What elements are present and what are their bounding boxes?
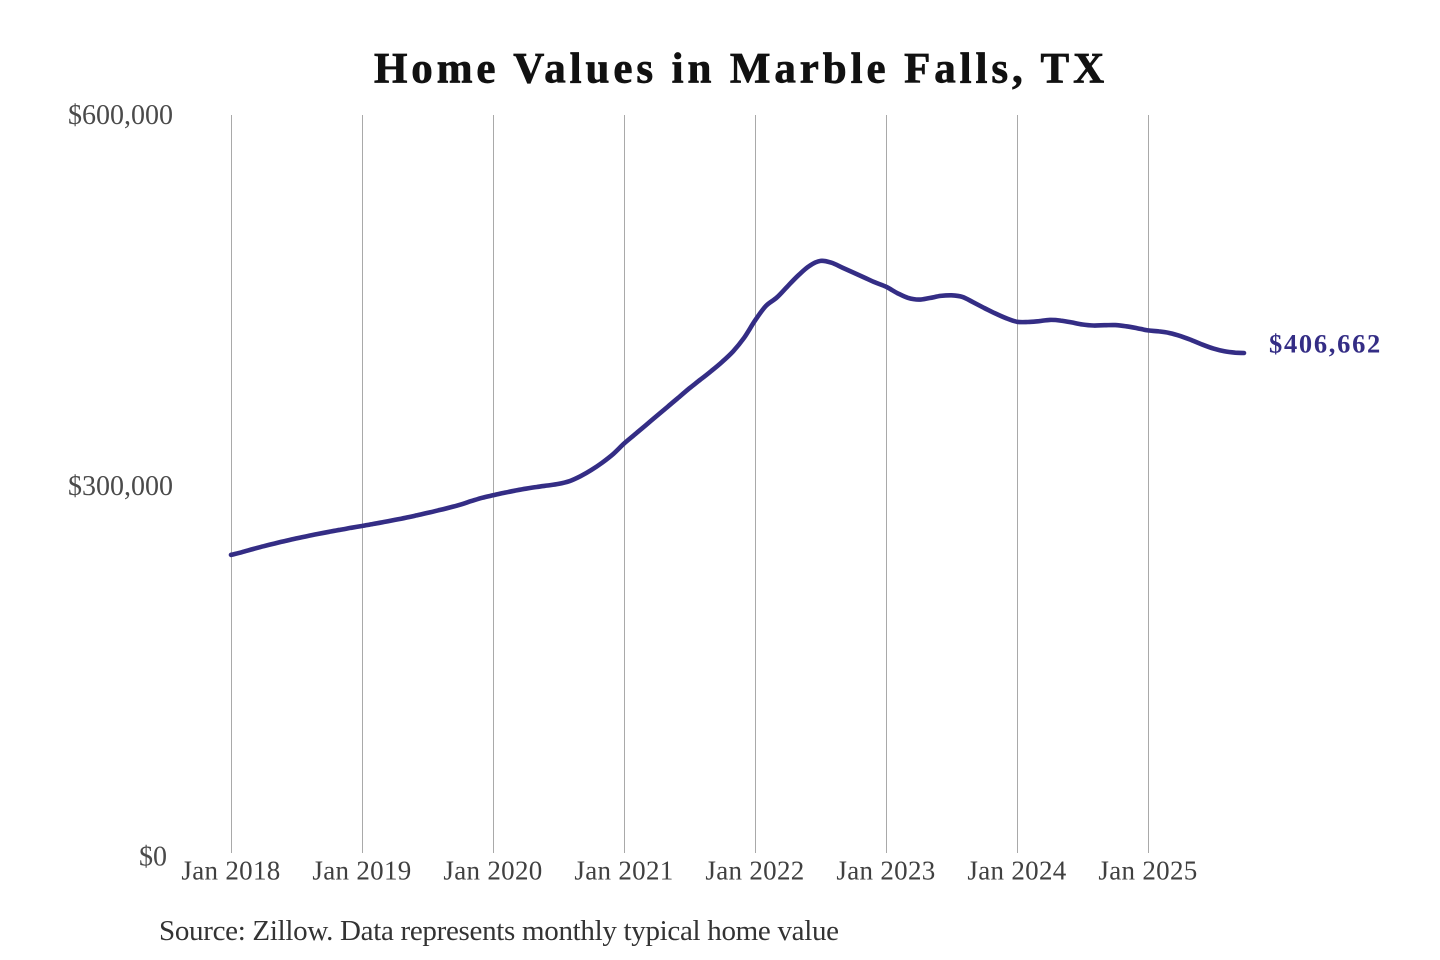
svg-text:Jan 2021: Jan 2021 (574, 856, 673, 886)
svg-text:Jan 2024: Jan 2024 (967, 856, 1066, 886)
svg-text:Home Values in Marble Falls, T: Home Values in Marble Falls, TX (374, 46, 1108, 93)
svg-text:Jan 2019: Jan 2019 (312, 856, 411, 886)
svg-text:$0: $0 (139, 842, 167, 873)
svg-text:Source: Zillow. Data represent: Source: Zillow. Data represents monthly … (159, 915, 839, 947)
svg-text:$600,000: $600,000 (68, 100, 173, 131)
svg-text:$300,000: $300,000 (68, 471, 173, 502)
svg-text:Jan 2018: Jan 2018 (181, 856, 280, 886)
svg-text:Jan 2022: Jan 2022 (705, 856, 804, 886)
svg-text:Jan 2025: Jan 2025 (1098, 856, 1197, 886)
svg-text:Jan 2020: Jan 2020 (443, 856, 542, 886)
svg-text:Jan 2023: Jan 2023 (836, 856, 935, 886)
svg-text:$406,662: $406,662 (1269, 329, 1382, 359)
